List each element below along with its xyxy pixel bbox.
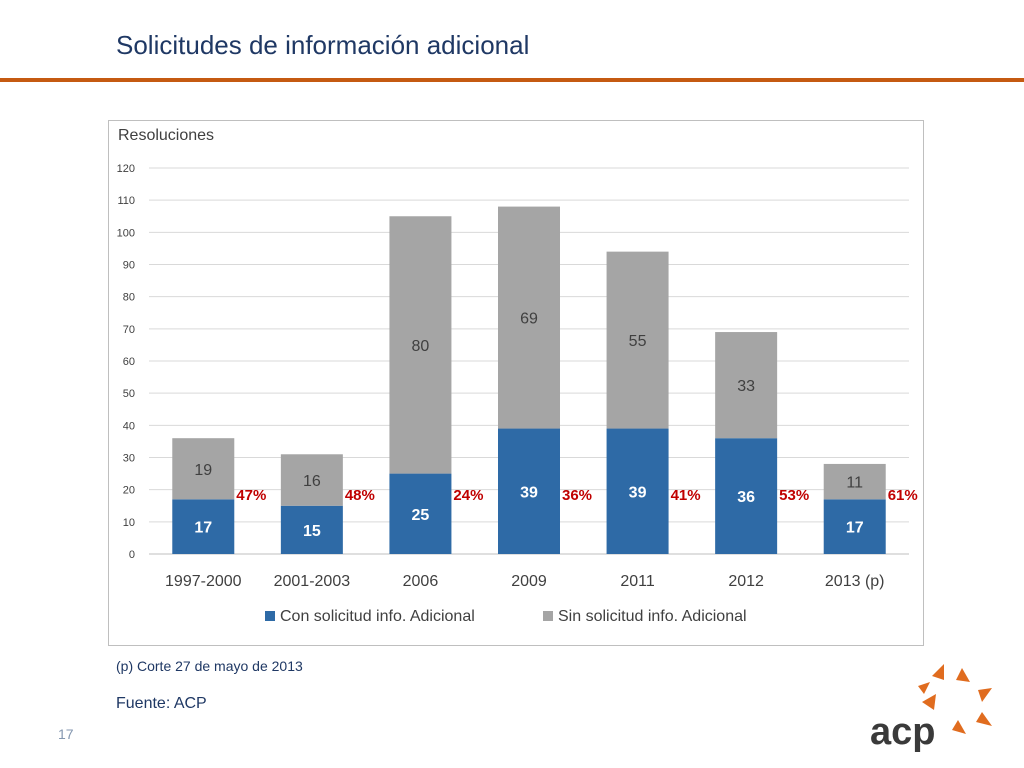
percent-label: 48% [345, 487, 375, 504]
data-label-sin: 55 [629, 333, 647, 350]
bar-con-6 [823, 499, 886, 554]
bar-sin-3 [498, 206, 560, 429]
data-label-con: 17 [194, 520, 212, 537]
percent-label: 24% [453, 487, 483, 504]
stacked-bar-chart: Resoluciones 0 10 20 30 40 50 60 70 80 90 100 110 120… [117, 127, 918, 625]
y-axis-title: Resoluciones [118, 127, 214, 144]
bar-con-5 [715, 438, 778, 554]
slide-title: Solicitudes de información adicional [116, 30, 530, 60]
title-divider [0, 78, 1024, 82]
data-label-sin: 19 [194, 462, 212, 479]
data-label-sin: 16 [303, 473, 321, 490]
y-tick-label: 90 [123, 260, 135, 272]
bar-sin-0 [172, 438, 235, 500]
bar-sin-4 [606, 251, 669, 429]
data-label-con: 25 [412, 507, 430, 524]
x-tick-label: 2006 [403, 573, 439, 590]
data-label-con: 15 [303, 523, 321, 540]
bar-sin-1 [280, 454, 343, 506]
y-tick-label: 50 [123, 388, 135, 400]
source-text: Fuente: ACP [116, 695, 207, 712]
bar-con-3 [498, 428, 560, 554]
bar-sin-6 [823, 463, 886, 500]
data-label-con: 36 [737, 489, 755, 506]
y-tick-label: 60 [123, 356, 135, 368]
percent-label: 36% [562, 487, 592, 504]
data-label-sin: 11 [846, 475, 863, 492]
data-label-sin: 80 [412, 338, 430, 355]
y-tick-label: 120 [117, 163, 135, 175]
data-label-con: 17 [846, 520, 864, 537]
logo-star-icon [918, 664, 992, 734]
percent-label: 47% [236, 487, 266, 504]
y-tick-label: 10 [123, 517, 135, 529]
y-tick-label: 80 [123, 292, 135, 304]
percent-label: 53% [779, 487, 809, 504]
y-tick-label: 70 [123, 324, 135, 336]
logo-text: acp [870, 711, 935, 753]
bar-sin-5 [715, 332, 778, 439]
percent-label: 41% [671, 487, 701, 504]
legend-label-1: Sin solicitud info. Adicional [558, 608, 747, 625]
y-tick-label: 20 [123, 485, 135, 497]
bar-sin-2 [389, 216, 452, 474]
percent-label: 61% [888, 487, 918, 504]
page-number: 17 [58, 726, 74, 742]
y-tick-label: 110 [117, 195, 135, 207]
bar-con-0 [172, 499, 235, 554]
x-tick-label: 2011 [620, 573, 655, 590]
y-tick-label: 100 [117, 227, 135, 239]
data-label-con: 39 [629, 484, 647, 501]
bar-con-1 [280, 505, 343, 554]
data-label-sin: 69 [520, 311, 538, 328]
acp-logo: acp [870, 664, 992, 753]
x-tick-label: 2009 [511, 573, 547, 590]
x-tick-label: 2012 [728, 573, 764, 590]
bar-con-4 [606, 428, 669, 554]
x-tick-label: 2013 (p) [825, 573, 885, 590]
legend-label-0: Con solicitud info. Adicional [280, 608, 475, 625]
chart-frame: Resoluciones 0 10 20 30 40 50 60 70 80 90 100 110 120… [108, 120, 924, 646]
legend-swatch-1 [543, 611, 553, 621]
footnote: (p) Corte 27 de mayo de 2013 [116, 658, 303, 674]
y-tick-label: 40 [123, 420, 135, 432]
data-label-con: 39 [520, 484, 538, 501]
y-tick-label: 30 [123, 453, 135, 465]
legend-swatch-0 [265, 611, 275, 621]
x-tick-label: 2001-2003 [274, 573, 351, 590]
y-tick-label: 0 [129, 549, 135, 561]
data-label-sin: 33 [737, 378, 755, 395]
bar-con-2 [389, 473, 452, 554]
x-tick-label: 1997-2000 [165, 573, 242, 590]
